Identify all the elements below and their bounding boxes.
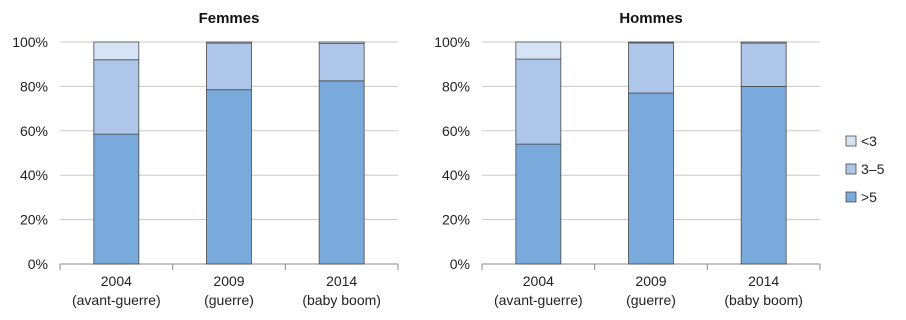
y-tick-label: 60% [20, 123, 48, 139]
legend-swatch [845, 135, 857, 147]
y-tick-label: 40% [442, 167, 470, 183]
bar-segment [515, 41, 562, 60]
bar-segment [93, 41, 140, 61]
y-tick-label: 80% [20, 78, 48, 94]
bar-segment [515, 143, 562, 265]
legend-label: <3 [861, 133, 877, 149]
y-tick-label: 100% [434, 34, 470, 50]
x-tick-label: 2014 (baby boom) [302, 273, 381, 308]
y-tick-label: 60% [442, 123, 470, 139]
bar-segment [740, 86, 787, 265]
chart-panels: Femmes 0% 20% 40% 60% 80% 100% 2004 (avant-guerr… [12, 10, 821, 308]
x-tick-label: 2009 (guerre) [204, 273, 254, 308]
chart-panel-1: Hommes 0% 20% 40% 60% 80% 100% 2004 (avant-guerr… [434, 10, 821, 308]
y-tick-label: 40% [20, 167, 48, 183]
bar-segment [740, 42, 787, 87]
bar-segment [206, 89, 252, 265]
y-tick-label: 20% [442, 212, 470, 228]
bar-segment [628, 41, 674, 44]
y-tick-label: 100% [12, 34, 48, 50]
y-tick-label: 0% [28, 256, 48, 272]
legend: <3 3–5 >5 [845, 133, 885, 205]
bar-segment [206, 42, 252, 91]
legend-swatch [845, 163, 857, 175]
legend-swatch [845, 191, 857, 203]
x-tick-label: 2004 (avant-guerre) [494, 273, 583, 308]
legend-label: >5 [861, 189, 877, 205]
x-tick-label: 2004 (avant-guerre) [72, 273, 161, 308]
bar-segment [515, 58, 562, 145]
bar-segment [628, 42, 674, 94]
bar-segment [93, 59, 140, 135]
bar-segment [318, 43, 365, 82]
chart-title: Hommes [619, 10, 682, 27]
bar-segment [318, 41, 365, 44]
bar-segment [740, 41, 787, 44]
bar-segment [206, 41, 252, 44]
bar-segment [318, 80, 365, 265]
y-tick-label: 80% [442, 78, 470, 94]
bar-segment [93, 133, 140, 265]
x-tick-label: 2009 (guerre) [626, 273, 676, 308]
y-tick-label: 20% [20, 212, 48, 228]
legend-label: 3–5 [861, 161, 885, 177]
bar-segment [628, 92, 674, 265]
chart-panel-0: Femmes 0% 20% 40% 60% 80% 100% 2004 (avant-guerr… [12, 10, 399, 308]
x-tick-label: 2014 (baby boom) [724, 273, 803, 308]
y-tick-label: 0% [450, 256, 470, 272]
chart-title: Femmes [199, 10, 260, 27]
